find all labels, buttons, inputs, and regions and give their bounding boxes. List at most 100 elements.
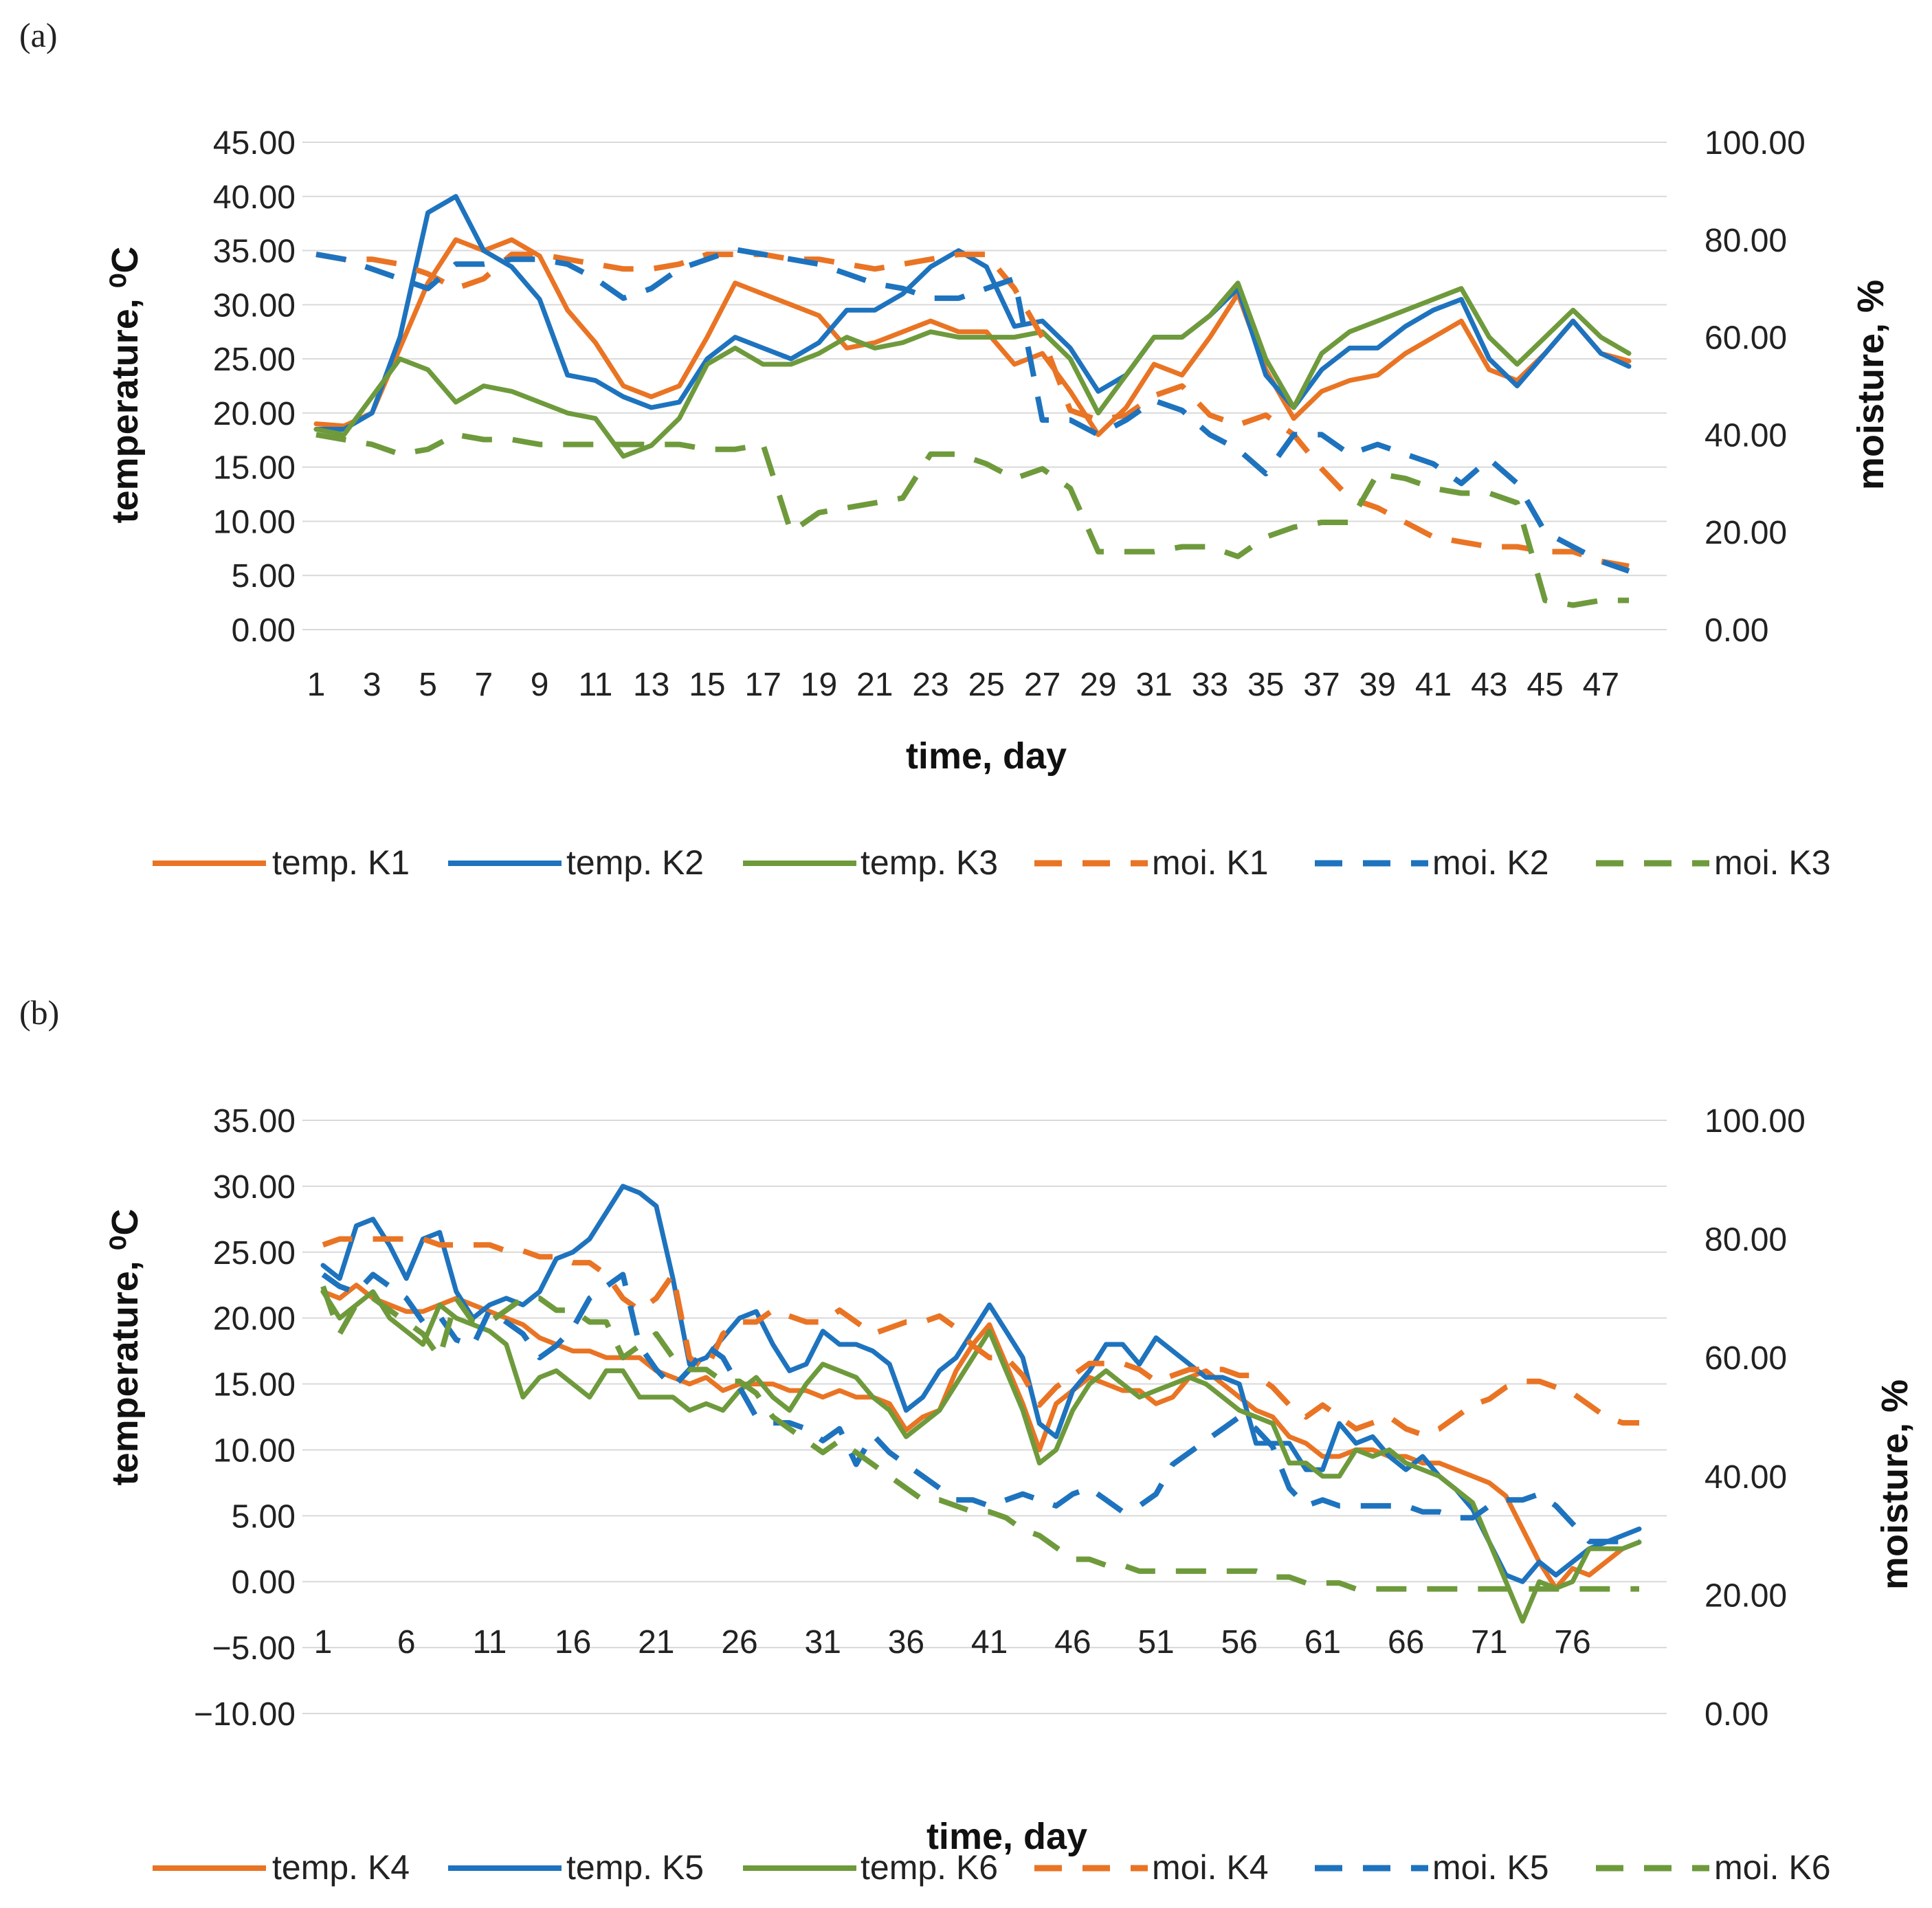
right-tick-label: 0.00	[1705, 1696, 1768, 1733]
x-tick-label: 5	[419, 667, 437, 703]
series-line-moi-k4	[322, 1236, 1639, 1438]
series-line-moi-k5	[321, 1272, 1639, 1544]
x-tick-label: 51	[1137, 1624, 1174, 1661]
x-tick-label: 27	[1024, 667, 1061, 703]
x-tick-label: 25	[968, 667, 1005, 703]
panel-b-x-ticks: 1 6 11 16 21 26 31 36 41 46 51 56 61 66 71 76	[314, 1624, 1591, 1661]
x-tick-label: 3	[363, 667, 381, 703]
x-tick-label: 21	[638, 1624, 674, 1661]
x-tick-label: 61	[1304, 1624, 1341, 1661]
right-tick-label: 60.00	[1705, 1340, 1787, 1377]
legend-label: moi. K5	[1432, 1848, 1549, 1887]
panel-b-ylabel-right: moisture, %	[1874, 1379, 1916, 1590]
left-tick-label: 40.00	[213, 179, 296, 216]
left-tick-label: 45.00	[213, 125, 296, 162]
left-tick-label: 35.00	[213, 1103, 296, 1140]
left-tick-label: 20.00	[213, 396, 296, 432]
left-tick-label: 10.00	[213, 504, 296, 540]
left-tick-label: −5.00	[212, 1630, 296, 1667]
legend-label: moi. K1	[1152, 843, 1269, 882]
legend-label: moi. K4	[1152, 1848, 1269, 1887]
legend-label: moi. K6	[1714, 1848, 1831, 1887]
left-tick-label: 15.00	[213, 450, 296, 487]
x-tick-label: 11	[578, 667, 612, 703]
left-tick-label: 30.00	[213, 287, 296, 324]
x-tick-label: 41	[1415, 667, 1452, 703]
panel-a-right-ticks: 0.00 20.00 40.00 60.00 80.00 100.00	[1705, 125, 1806, 649]
right-tick-label: 100.00	[1705, 1103, 1806, 1140]
x-tick-label: 76	[1554, 1624, 1590, 1661]
panel-a-ylabel-right: moisture, %	[1850, 280, 1891, 490]
panel-a-xlabel: time, day	[906, 735, 1067, 777]
x-tick-label: 47	[1583, 667, 1619, 703]
legend-label: moi. K3	[1714, 843, 1831, 882]
panel-a-grid	[302, 142, 1667, 630]
x-tick-label: 41	[971, 1624, 1008, 1661]
x-tick-label: 37	[1303, 667, 1340, 703]
panel-b-ylabel-left: temperature, ⁰C	[104, 1209, 146, 1486]
x-tick-label: 31	[805, 1624, 841, 1661]
x-tick-label: 15	[689, 667, 725, 703]
series-line-temp-k3	[313, 280, 1632, 459]
panel-b-label: (b)	[19, 993, 59, 1032]
x-tick-label: 23	[912, 667, 948, 703]
panel-b-right-ticks: 0.00 20.00 40.00 60.00 80.00 100.00	[1705, 1103, 1806, 1733]
left-tick-label: 15.00	[213, 1367, 296, 1404]
series-line-moi-k6	[320, 1285, 1639, 1592]
legend-label: temp. K6	[860, 1848, 998, 1887]
x-tick-label: 39	[1359, 667, 1396, 703]
left-tick-label: 30.00	[213, 1169, 296, 1206]
x-tick-label: 29	[1080, 667, 1116, 703]
legend-label: temp. K4	[272, 1848, 410, 1887]
right-tick-label: 60.00	[1705, 320, 1787, 357]
x-tick-label: 13	[633, 667, 669, 703]
left-tick-label: 10.00	[213, 1432, 296, 1469]
series-line-temp-k5	[320, 1184, 1642, 1584]
series-line-temp-k1	[313, 237, 1632, 437]
left-tick-label: 25.00	[213, 342, 296, 378]
legend-label: moi. K2	[1432, 843, 1549, 882]
x-tick-label: 31	[1135, 667, 1172, 703]
series-line-moi-k1	[315, 252, 1630, 569]
panel-b-series	[320, 1184, 1642, 1624]
right-tick-label: 20.00	[1705, 1577, 1787, 1614]
left-tick-label: 0.00	[232, 612, 296, 649]
panel-a-x-ticks: 1 3 5 7 9 11 13 15 17 19 21 23 25 27 29 31 33 35 37 39 41 43 4…	[307, 667, 1619, 703]
x-tick-label: 56	[1221, 1624, 1258, 1661]
x-tick-label: 9	[531, 667, 549, 703]
x-tick-label: 1	[314, 1624, 333, 1661]
x-tick-label: 21	[856, 667, 893, 703]
left-tick-label: 5.00	[232, 558, 296, 595]
legend-label: temp. K2	[566, 843, 704, 882]
left-tick-label: 5.00	[232, 1498, 296, 1535]
x-tick-label: 1	[307, 667, 326, 703]
x-tick-label: 33	[1192, 667, 1228, 703]
x-tick-label: 66	[1388, 1624, 1424, 1661]
right-tick-label: 80.00	[1705, 223, 1787, 259]
series-line-temp-k2	[313, 194, 1632, 432]
right-tick-label: 100.00	[1705, 125, 1806, 162]
panel-a-left-ticks: 0.00 5.00 10.00 15.00 20.00 25.00 30.00 35.00 40…	[213, 125, 296, 649]
panel-a-ylabel-left: temperature, ⁰C	[104, 247, 146, 524]
panel-a-legend: temp. K1 temp. K2 temp. K3 moi. K1 moi. K2 mo…	[153, 843, 1831, 882]
right-tick-label: 20.00	[1705, 515, 1787, 551]
left-tick-label: 20.00	[213, 1301, 296, 1338]
right-tick-label: 80.00	[1705, 1222, 1787, 1258]
left-tick-label: 35.00	[213, 234, 296, 270]
x-tick-label: 26	[721, 1624, 757, 1661]
series-line-moi-k3	[315, 432, 1629, 608]
right-tick-label: 40.00	[1705, 1459, 1787, 1496]
x-tick-label: 16	[555, 1624, 591, 1661]
left-tick-label: −10.00	[194, 1696, 296, 1733]
panel-b-left-ticks: −10.00 −5.00 0.00 5.00 10.00 15.00 20.00 25.00 3…	[194, 1103, 296, 1733]
legend-label: temp. K1	[272, 843, 410, 882]
right-tick-label: 0.00	[1705, 612, 1768, 649]
panel-a-series	[313, 194, 1632, 608]
panel-a-label: (a)	[19, 16, 58, 54]
x-tick-label: 36	[888, 1624, 924, 1661]
series-line-moi-k2	[315, 247, 1630, 574]
legend-label: temp. K3	[860, 843, 998, 882]
x-tick-label: 46	[1054, 1624, 1091, 1661]
series-line-temp-k6	[320, 1289, 1642, 1624]
right-tick-label: 40.00	[1705, 417, 1787, 454]
